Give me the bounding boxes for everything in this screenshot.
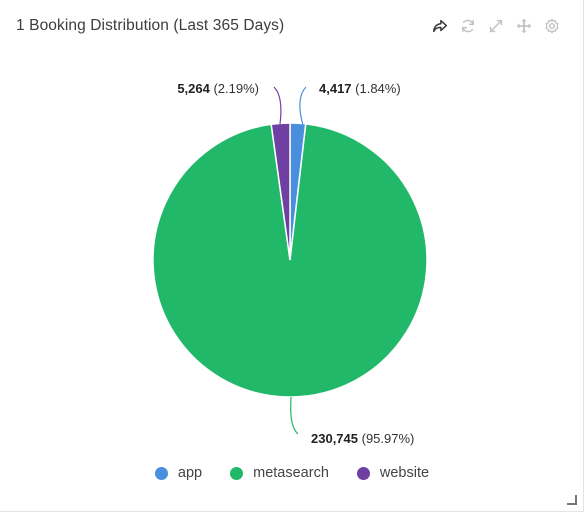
widget-toolbar	[430, 16, 561, 35]
legend-item-app[interactable]: app	[154, 465, 203, 481]
refresh-icon[interactable]	[458, 16, 477, 35]
resize-handle[interactable]	[567, 495, 577, 505]
settings-icon[interactable]	[542, 16, 561, 35]
legend-swatch-website	[356, 466, 370, 480]
data-label-app: 4,417 (1.84%)	[319, 81, 401, 96]
connector-app	[299, 86, 307, 126]
connector-metasearch	[290, 396, 299, 435]
legend-label-metasearch: metasearch	[253, 465, 329, 481]
move-icon[interactable]	[514, 16, 533, 35]
data-label-metasearch: 230,745 (95.97%)	[311, 431, 414, 446]
chart-legend: app metasearch website	[0, 465, 584, 481]
legend-item-website[interactable]: website	[356, 465, 430, 481]
data-label-website: 5,264 (2.19%)	[177, 81, 259, 96]
connector-website	[273, 86, 282, 125]
widget-title: 1 Booking Distribution (Last 365 Days)	[16, 17, 285, 34]
pie-slice-metasearch[interactable]	[152, 123, 428, 398]
pie-chart: 4,417 (1.84%) 230,745 (95.97%) 5,264 (2.19…	[152, 81, 428, 446]
legend-item-metasearch[interactable]: metasearch	[230, 465, 329, 481]
expand-icon[interactable]	[486, 16, 505, 35]
legend-swatch-metasearch	[230, 466, 244, 480]
legend-label-website: website	[379, 465, 430, 481]
legend-label-app: app	[177, 465, 203, 481]
legend-swatch-app	[154, 466, 168, 480]
share-icon[interactable]	[430, 16, 449, 35]
